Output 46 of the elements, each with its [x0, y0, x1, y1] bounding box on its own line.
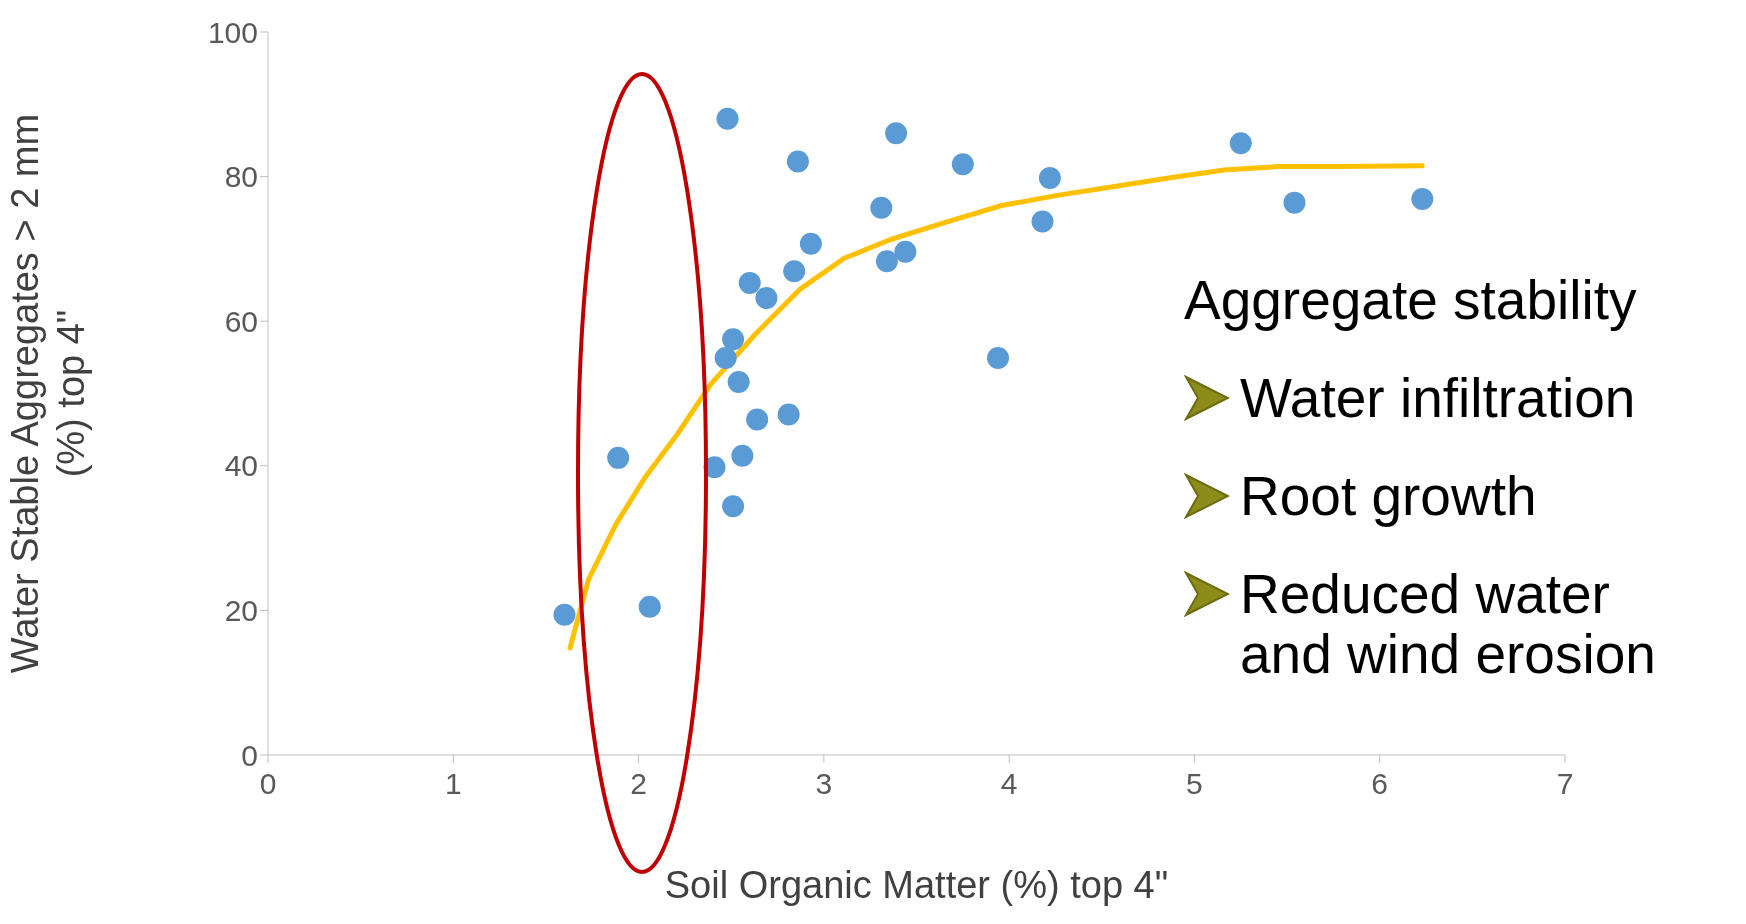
point — [894, 240, 917, 263]
x-tick-label: 2 — [630, 767, 647, 801]
y-axis-title: Water Stable Aggregates > 2 mm (%) top 4" — [4, 113, 92, 674]
point — [746, 408, 769, 431]
x-tick-label: 5 — [1186, 767, 1203, 801]
y-tick-label: 0 — [241, 738, 258, 772]
x-tick-label: 7 — [1556, 767, 1574, 801]
point — [716, 107, 739, 130]
point — [987, 347, 1010, 370]
y-tick-label: 80 — [224, 160, 258, 194]
point — [951, 153, 974, 176]
point — [722, 495, 745, 518]
y-tick-label: 100 — [207, 15, 258, 49]
x-tick-label: 4 — [1000, 767, 1018, 801]
point — [875, 250, 898, 273]
y-tick-label: 40 — [224, 449, 258, 483]
point — [731, 444, 754, 467]
point — [783, 260, 806, 283]
point — [755, 287, 778, 310]
point — [1038, 167, 1061, 190]
point — [722, 328, 745, 351]
annotation: Water infiltration — [1240, 367, 1636, 429]
point — [1229, 132, 1252, 155]
x-axis-title: Soil Organic Matter (%) top 4" — [664, 864, 1169, 906]
point — [727, 370, 750, 393]
annotation: Aggregate stability — [1184, 269, 1638, 331]
point — [638, 595, 661, 618]
point — [553, 603, 576, 626]
point — [607, 446, 630, 469]
point — [738, 271, 761, 294]
x-tick-label: 3 — [815, 767, 833, 801]
y-tick-label: 60 — [224, 304, 258, 338]
point — [1283, 191, 1306, 214]
point — [777, 403, 800, 426]
x-tick-label: 1 — [444, 767, 462, 801]
annotation: Reduced water and wind erosion — [1240, 563, 1656, 685]
annotation: Root growth — [1240, 465, 1537, 527]
y-tick-label: 20 — [224, 594, 258, 628]
point — [1031, 210, 1054, 233]
point — [870, 196, 893, 219]
point — [799, 232, 822, 255]
point — [1411, 188, 1434, 211]
point — [786, 150, 809, 173]
point — [885, 122, 908, 145]
point — [714, 347, 737, 370]
x-tick-label: 6 — [1371, 767, 1389, 801]
